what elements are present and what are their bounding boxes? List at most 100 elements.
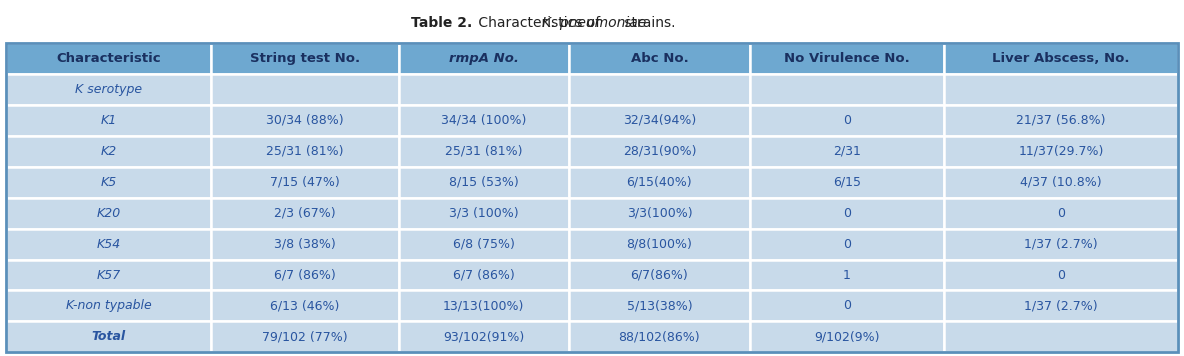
Bar [944,198,1178,229]
Text: 11/37(29.7%): 11/37(29.7%) [1018,145,1103,158]
Text: 25/31 (81%): 25/31 (81%) [445,145,522,158]
Bar [751,290,944,321]
Text: Total: Total [91,330,126,344]
Text: 3/3(100%): 3/3(100%) [626,206,693,220]
Text: K5: K5 [101,176,116,189]
Text: strains.: strains. [620,16,676,30]
Bar [944,43,1178,74]
Bar [6,198,211,229]
Text: 13/13(100%): 13/13(100%) [443,299,525,313]
Bar [211,290,399,321]
Text: 2/3 (67%): 2/3 (67%) [274,206,335,220]
Text: 6/7 (86%): 6/7 (86%) [274,268,336,282]
Bar [751,43,944,74]
Bar [6,167,211,198]
Text: 8/8(100%): 8/8(100%) [626,237,693,251]
Text: 32/34(94%): 32/34(94%) [623,114,696,127]
Text: rmpA No.: rmpA No. [449,52,519,65]
Bar [751,74,944,105]
Text: 6/13 (46%): 6/13 (46%) [270,299,340,313]
Bar [751,136,944,167]
Bar [6,136,211,167]
Text: 28/31(90%): 28/31(90%) [623,145,696,158]
Bar [751,321,944,352]
Text: Liver Abscess, No.: Liver Abscess, No. [992,52,1130,65]
Bar [944,136,1178,167]
Bar [6,105,211,136]
Text: K serotype: K serotype [75,83,142,96]
Text: 79/102 (77%): 79/102 (77%) [262,330,348,344]
Text: 21/37 (56.8%): 21/37 (56.8%) [1016,114,1106,127]
Bar [568,290,751,321]
Text: 88/102(86%): 88/102(86%) [618,330,700,344]
Bar [211,229,399,260]
Bar [568,229,751,260]
Bar [6,321,211,352]
Text: No Virulence No.: No Virulence No. [784,52,909,65]
Bar [211,321,399,352]
Bar [751,260,944,290]
Bar [568,136,751,167]
Text: 0: 0 [843,237,851,251]
Bar [944,321,1178,352]
Text: K20: K20 [96,206,121,220]
Bar [399,290,568,321]
Bar [399,74,568,105]
Bar [944,167,1178,198]
Bar [944,260,1178,290]
Text: 34/34 (100%): 34/34 (100%) [440,114,526,127]
Bar [399,136,568,167]
Bar [211,198,399,229]
Bar [399,321,568,352]
Text: 6/8 (75%): 6/8 (75%) [452,237,515,251]
Bar [944,290,1178,321]
Text: String test No.: String test No. [250,52,360,65]
Text: 6/7 (86%): 6/7 (86%) [452,268,515,282]
Text: K57: K57 [96,268,121,282]
Bar [944,229,1178,260]
Bar [6,290,211,321]
Bar [568,105,751,136]
Bar [399,167,568,198]
Text: 1/37 (2.7%): 1/37 (2.7%) [1024,299,1098,313]
Bar [6,260,211,290]
Bar [751,105,944,136]
Bar [211,105,399,136]
Bar [211,260,399,290]
Bar [751,167,944,198]
Text: K54: K54 [96,237,121,251]
Text: Characteristic: Characteristic [56,52,161,65]
Bar [211,136,399,167]
Bar [6,43,1178,352]
Bar [399,43,568,74]
Bar [399,229,568,260]
Bar [211,167,399,198]
Text: K2: K2 [101,145,116,158]
Text: K-non typable: K-non typable [65,299,152,313]
Bar [6,74,211,105]
Bar [568,74,751,105]
Text: 0: 0 [1057,268,1064,282]
Text: 0: 0 [843,206,851,220]
Text: 2/31: 2/31 [834,145,861,158]
Text: 6/7(86%): 6/7(86%) [631,268,688,282]
Bar [568,167,751,198]
Bar [568,198,751,229]
Text: K1: K1 [101,114,116,127]
Text: Table 2.: Table 2. [411,16,472,30]
Text: 3/8 (38%): 3/8 (38%) [274,237,336,251]
Bar [211,43,399,74]
Text: 8/15 (53%): 8/15 (53%) [449,176,519,189]
Bar [568,260,751,290]
Text: 93/102(91%): 93/102(91%) [443,330,525,344]
Bar [6,43,211,74]
Bar [751,229,944,260]
Bar [944,105,1178,136]
Bar [399,198,568,229]
Bar [6,229,211,260]
Text: 25/31 (81%): 25/31 (81%) [266,145,343,158]
Text: 30/34 (88%): 30/34 (88%) [266,114,343,127]
Text: 9/102(9%): 9/102(9%) [815,330,880,344]
Bar [399,105,568,136]
Bar [944,74,1178,105]
